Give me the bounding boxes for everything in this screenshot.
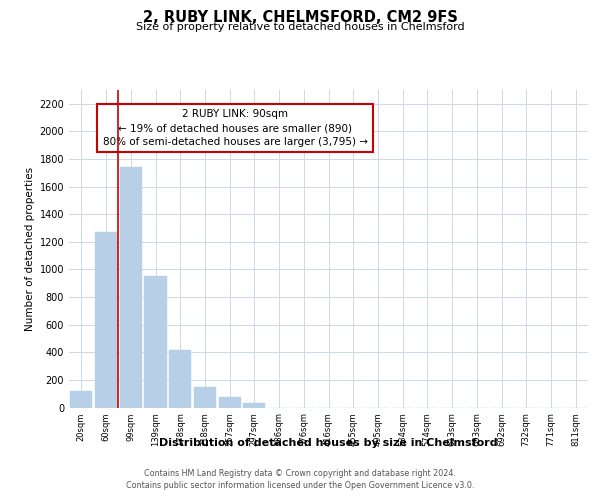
Bar (95, 232, 117, 408)
Bar (119, 168, 142, 408)
Bar (169, 350, 191, 408)
Bar (218, 397, 241, 407)
Text: Contains public sector information licensed under the Open Government Licence v3: Contains public sector information licen… (126, 480, 474, 490)
Bar (70, 391, 92, 407)
Text: 2, RUBY LINK, CHELMSFORD, CM2 9FS: 2, RUBY LINK, CHELMSFORD, CM2 9FS (143, 10, 457, 25)
Text: Size of property relative to detached houses in Chelmsford: Size of property relative to detached ho… (136, 22, 464, 32)
Bar (194, 387, 216, 407)
Text: Distribution of detached houses by size in Chelmsford: Distribution of detached houses by size … (160, 438, 498, 448)
Text: Contains HM Land Registry data © Crown copyright and database right 2024.: Contains HM Land Registry data © Crown c… (144, 470, 456, 478)
Bar (243, 402, 265, 407)
Text: 2 RUBY LINK: 90sqm
← 19% of detached houses are smaller (890)
80% of semi-detach: 2 RUBY LINK: 90sqm ← 19% of detached hou… (103, 109, 368, 147)
Y-axis label: Number of detached properties: Number of detached properties (25, 166, 35, 331)
Bar (145, 276, 167, 407)
